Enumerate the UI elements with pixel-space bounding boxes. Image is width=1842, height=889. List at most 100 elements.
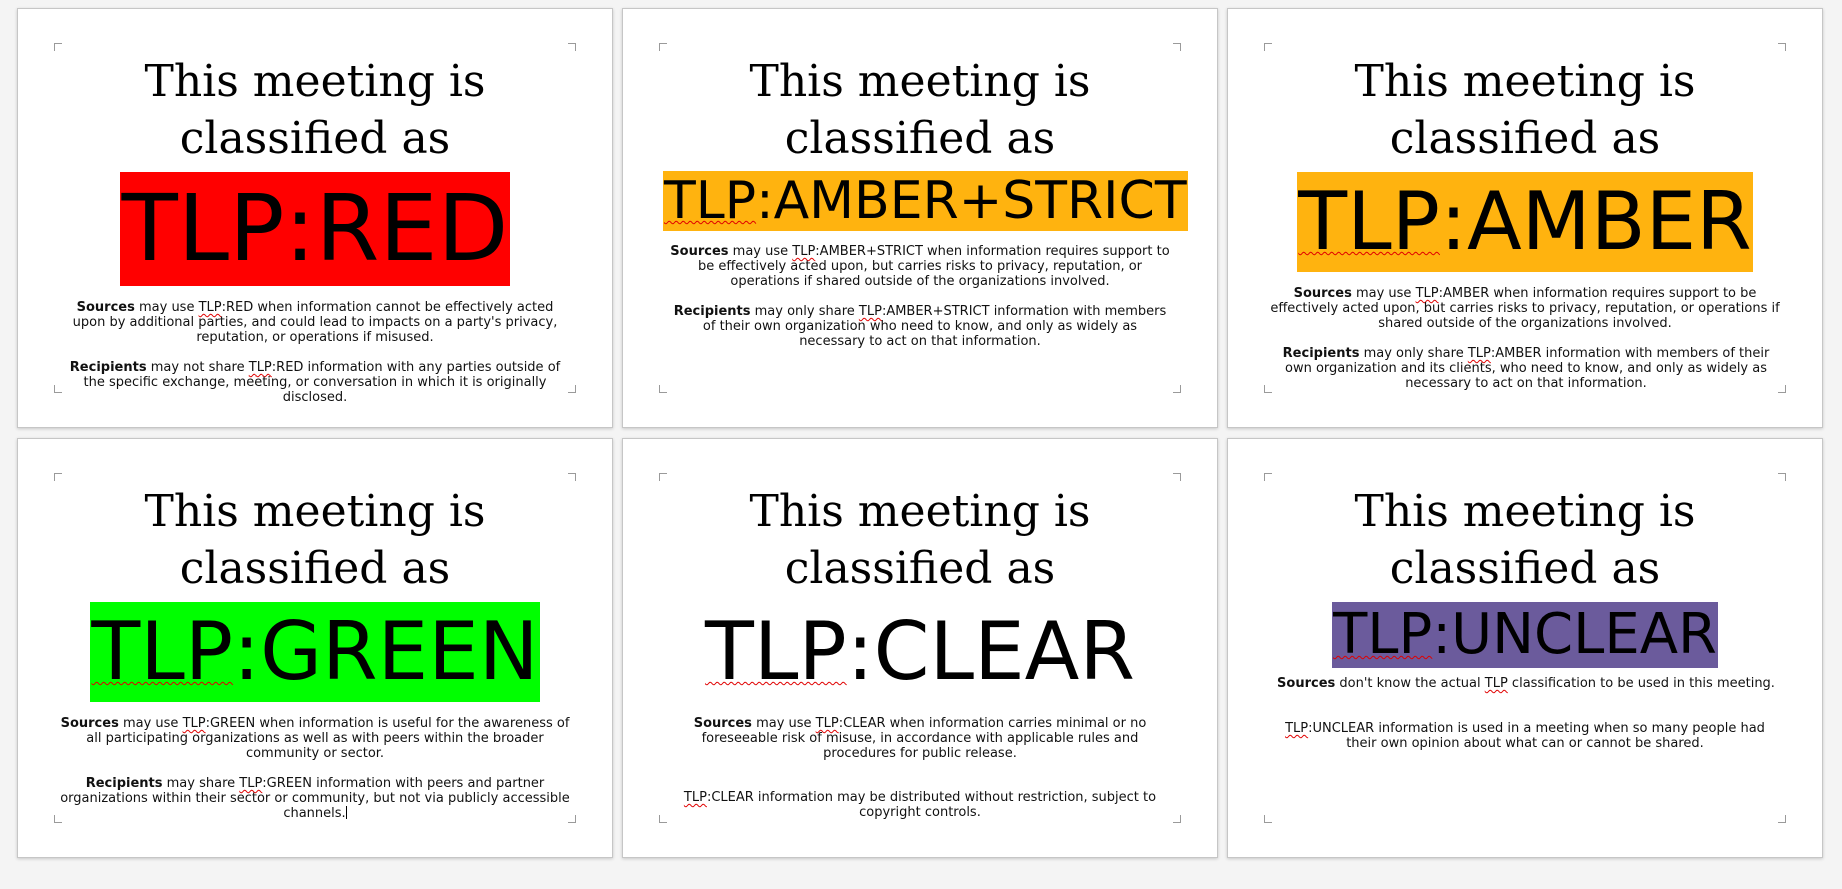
margin-corner-mark <box>1264 473 1272 481</box>
distribution-paragraph: TLP:CLEAR information may be distributed… <box>680 790 1160 820</box>
recipients-paragraph: Recipients may not share TLP:RED informa… <box>59 360 571 405</box>
heading-line-1: This meeting is <box>749 56 1091 107</box>
sources-bold: Sources <box>60 716 119 731</box>
margin-corner-mark <box>1778 385 1786 393</box>
page-content[interactable]: This meeting is classified as TLP:RED So… <box>58 53 572 405</box>
tlp-label: TLP:GREEN <box>90 602 540 702</box>
text-run: may use <box>1351 286 1416 301</box>
recipients-bold: Recipients <box>1282 346 1360 361</box>
sources-paragraph: Sources may use TLP:AMBER when informati… <box>1269 286 1781 331</box>
margin-corner-mark <box>568 815 576 823</box>
page-tlp-amber-strict: This meeting is classified as TLP:AMBER+… <box>622 8 1218 428</box>
spellcheck-word: TLP <box>1415 286 1439 301</box>
margin-corner-mark <box>54 473 62 481</box>
page-tlp-unclear: This meeting is classified as TLP:UNCLEA… <box>1227 438 1823 858</box>
recipients-paragraph: Recipients may share TLP:GREEN informati… <box>59 776 571 821</box>
text-run: :CLEAR information may be distributed wi… <box>706 790 1157 820</box>
spellcheck-word: TLP <box>1298 175 1440 268</box>
page-heading: This meeting is classified as <box>1268 483 1782 597</box>
sources-paragraph: Sources may use TLP:AMBER+STRICT when in… <box>664 244 1176 289</box>
spellcheck-word: TLP <box>91 605 234 698</box>
text-run: :RED when information cannot be effectiv… <box>72 300 558 345</box>
spellcheck-word: TLP <box>815 716 839 731</box>
label-rest: :AMBER+STRICT <box>756 171 1187 231</box>
heading-line-1: This meeting is <box>1354 56 1696 107</box>
spellcheck-word: TLP <box>1484 676 1508 691</box>
tlp-label: TLP:UNCLEAR <box>1332 602 1718 668</box>
spellcheck-word: TLP <box>1333 602 1433 667</box>
text-run: :AMBER+STRICT when information requires … <box>697 244 1170 289</box>
text-run: don't know the actual <box>1335 676 1485 691</box>
margin-corner-mark <box>54 815 62 823</box>
margin-corner-mark <box>659 473 667 481</box>
heading-line-2: classified as <box>784 113 1056 164</box>
page-heading: This meeting is classified as <box>58 53 572 167</box>
heading-line-1: This meeting is <box>1354 486 1696 537</box>
text-run: :RED information with any parties outsid… <box>83 360 561 405</box>
spellcheck-word: TLP <box>239 776 263 791</box>
sources-paragraph: Sources may use TLP:CLEAR when informati… <box>664 716 1176 761</box>
page-content[interactable]: This meeting is classified as TLP:AMBER+… <box>663 53 1188 349</box>
heading-line-1: This meeting is <box>144 486 486 537</box>
heading-line-2: classified as <box>179 113 451 164</box>
label-rest: :UNCLEAR <box>1432 602 1717 667</box>
heading-line-2: classified as <box>784 543 1056 594</box>
spellcheck-word: TLP <box>792 244 816 259</box>
spellcheck-word: TLP <box>664 171 757 231</box>
page-tlp-red: This meeting is classified as TLP:RED So… <box>17 8 613 428</box>
margin-corner-mark <box>659 815 667 823</box>
margin-corner-mark <box>54 43 62 51</box>
spellcheck-word: TLP <box>198 300 222 315</box>
text-run: may only share <box>1359 346 1468 361</box>
text-run: :GREEN information with peers and partne… <box>60 776 570 821</box>
margin-corner-mark <box>1264 385 1272 393</box>
label-rest: :AMBER <box>1439 175 1752 268</box>
sources-bold: Sources <box>76 300 135 315</box>
heading-line-2: classified as <box>1389 113 1661 164</box>
tlp-label: TLP:RED <box>119 172 511 286</box>
text-run: :AMBER when information requires support… <box>1270 286 1780 331</box>
margin-corner-mark <box>1778 473 1786 481</box>
margin-corner-mark <box>568 473 576 481</box>
usage-paragraph: TLP:UNCLEAR information is used in a mee… <box>1269 721 1781 751</box>
sources-bold: Sources <box>670 244 729 259</box>
page-heading: This meeting is classified as <box>663 53 1177 167</box>
spellcheck-word: TLP <box>705 605 847 698</box>
text-run: :CLEAR when information carries minimal … <box>701 716 1147 761</box>
sources-bold: Sources <box>693 716 752 731</box>
recipients-paragraph: Recipients may only share TLP:AMBER info… <box>1268 346 1784 391</box>
text-run: may use <box>118 716 183 731</box>
margin-corner-mark <box>1264 43 1272 51</box>
page-content[interactable]: This meeting is classified as TLP:CLEAR … <box>663 483 1177 820</box>
text-run: may not share <box>146 360 249 375</box>
recipients-bold: Recipients <box>69 360 147 375</box>
spellcheck-word: TLP <box>1467 346 1491 361</box>
page-tlp-amber: This meeting is classified as TLP:AMBER … <box>1227 8 1823 428</box>
margin-corner-mark <box>659 385 667 393</box>
heading-line-1: This meeting is <box>749 486 1091 537</box>
tlp-label: TLP:AMBER+STRICT <box>663 171 1188 231</box>
page-content[interactable]: This meeting is classified as TLP:GREEN … <box>58 483 572 821</box>
text-run: may share <box>162 776 240 791</box>
label-rest: :GREEN <box>233 605 539 698</box>
recipients-bold: Recipients <box>85 776 163 791</box>
text-cursor <box>345 806 347 819</box>
tlp-label: TLP:CLEAR <box>704 602 1136 702</box>
margin-corner-mark <box>1778 43 1786 51</box>
page-heading: This meeting is classified as <box>1268 53 1782 167</box>
margin-corner-mark <box>568 43 576 51</box>
margin-corner-mark <box>1173 43 1181 51</box>
page-content[interactable]: This meeting is classified as TLP:AMBER … <box>1268 53 1782 391</box>
recipients-paragraph: Recipients may only share TLP:AMBER+STRI… <box>670 304 1170 349</box>
page-tlp-clear: This meeting is classified as TLP:CLEAR … <box>622 438 1218 858</box>
label-rest: :CLEAR <box>846 605 1135 698</box>
sources-paragraph: Sources may use TLP:GREEN when informati… <box>59 716 571 761</box>
text-run: :AMBER information with members of their… <box>1284 346 1770 391</box>
spellcheck-word: TLP <box>182 716 206 731</box>
page-content[interactable]: This meeting is classified as TLP:UNCLEA… <box>1268 483 1782 751</box>
recipients-bold: Recipients <box>673 304 751 319</box>
heading-line-2: classified as <box>179 543 451 594</box>
spellcheck-word: TLP <box>858 304 882 319</box>
margin-corner-mark <box>1173 385 1181 393</box>
text-run: may use <box>751 716 816 731</box>
